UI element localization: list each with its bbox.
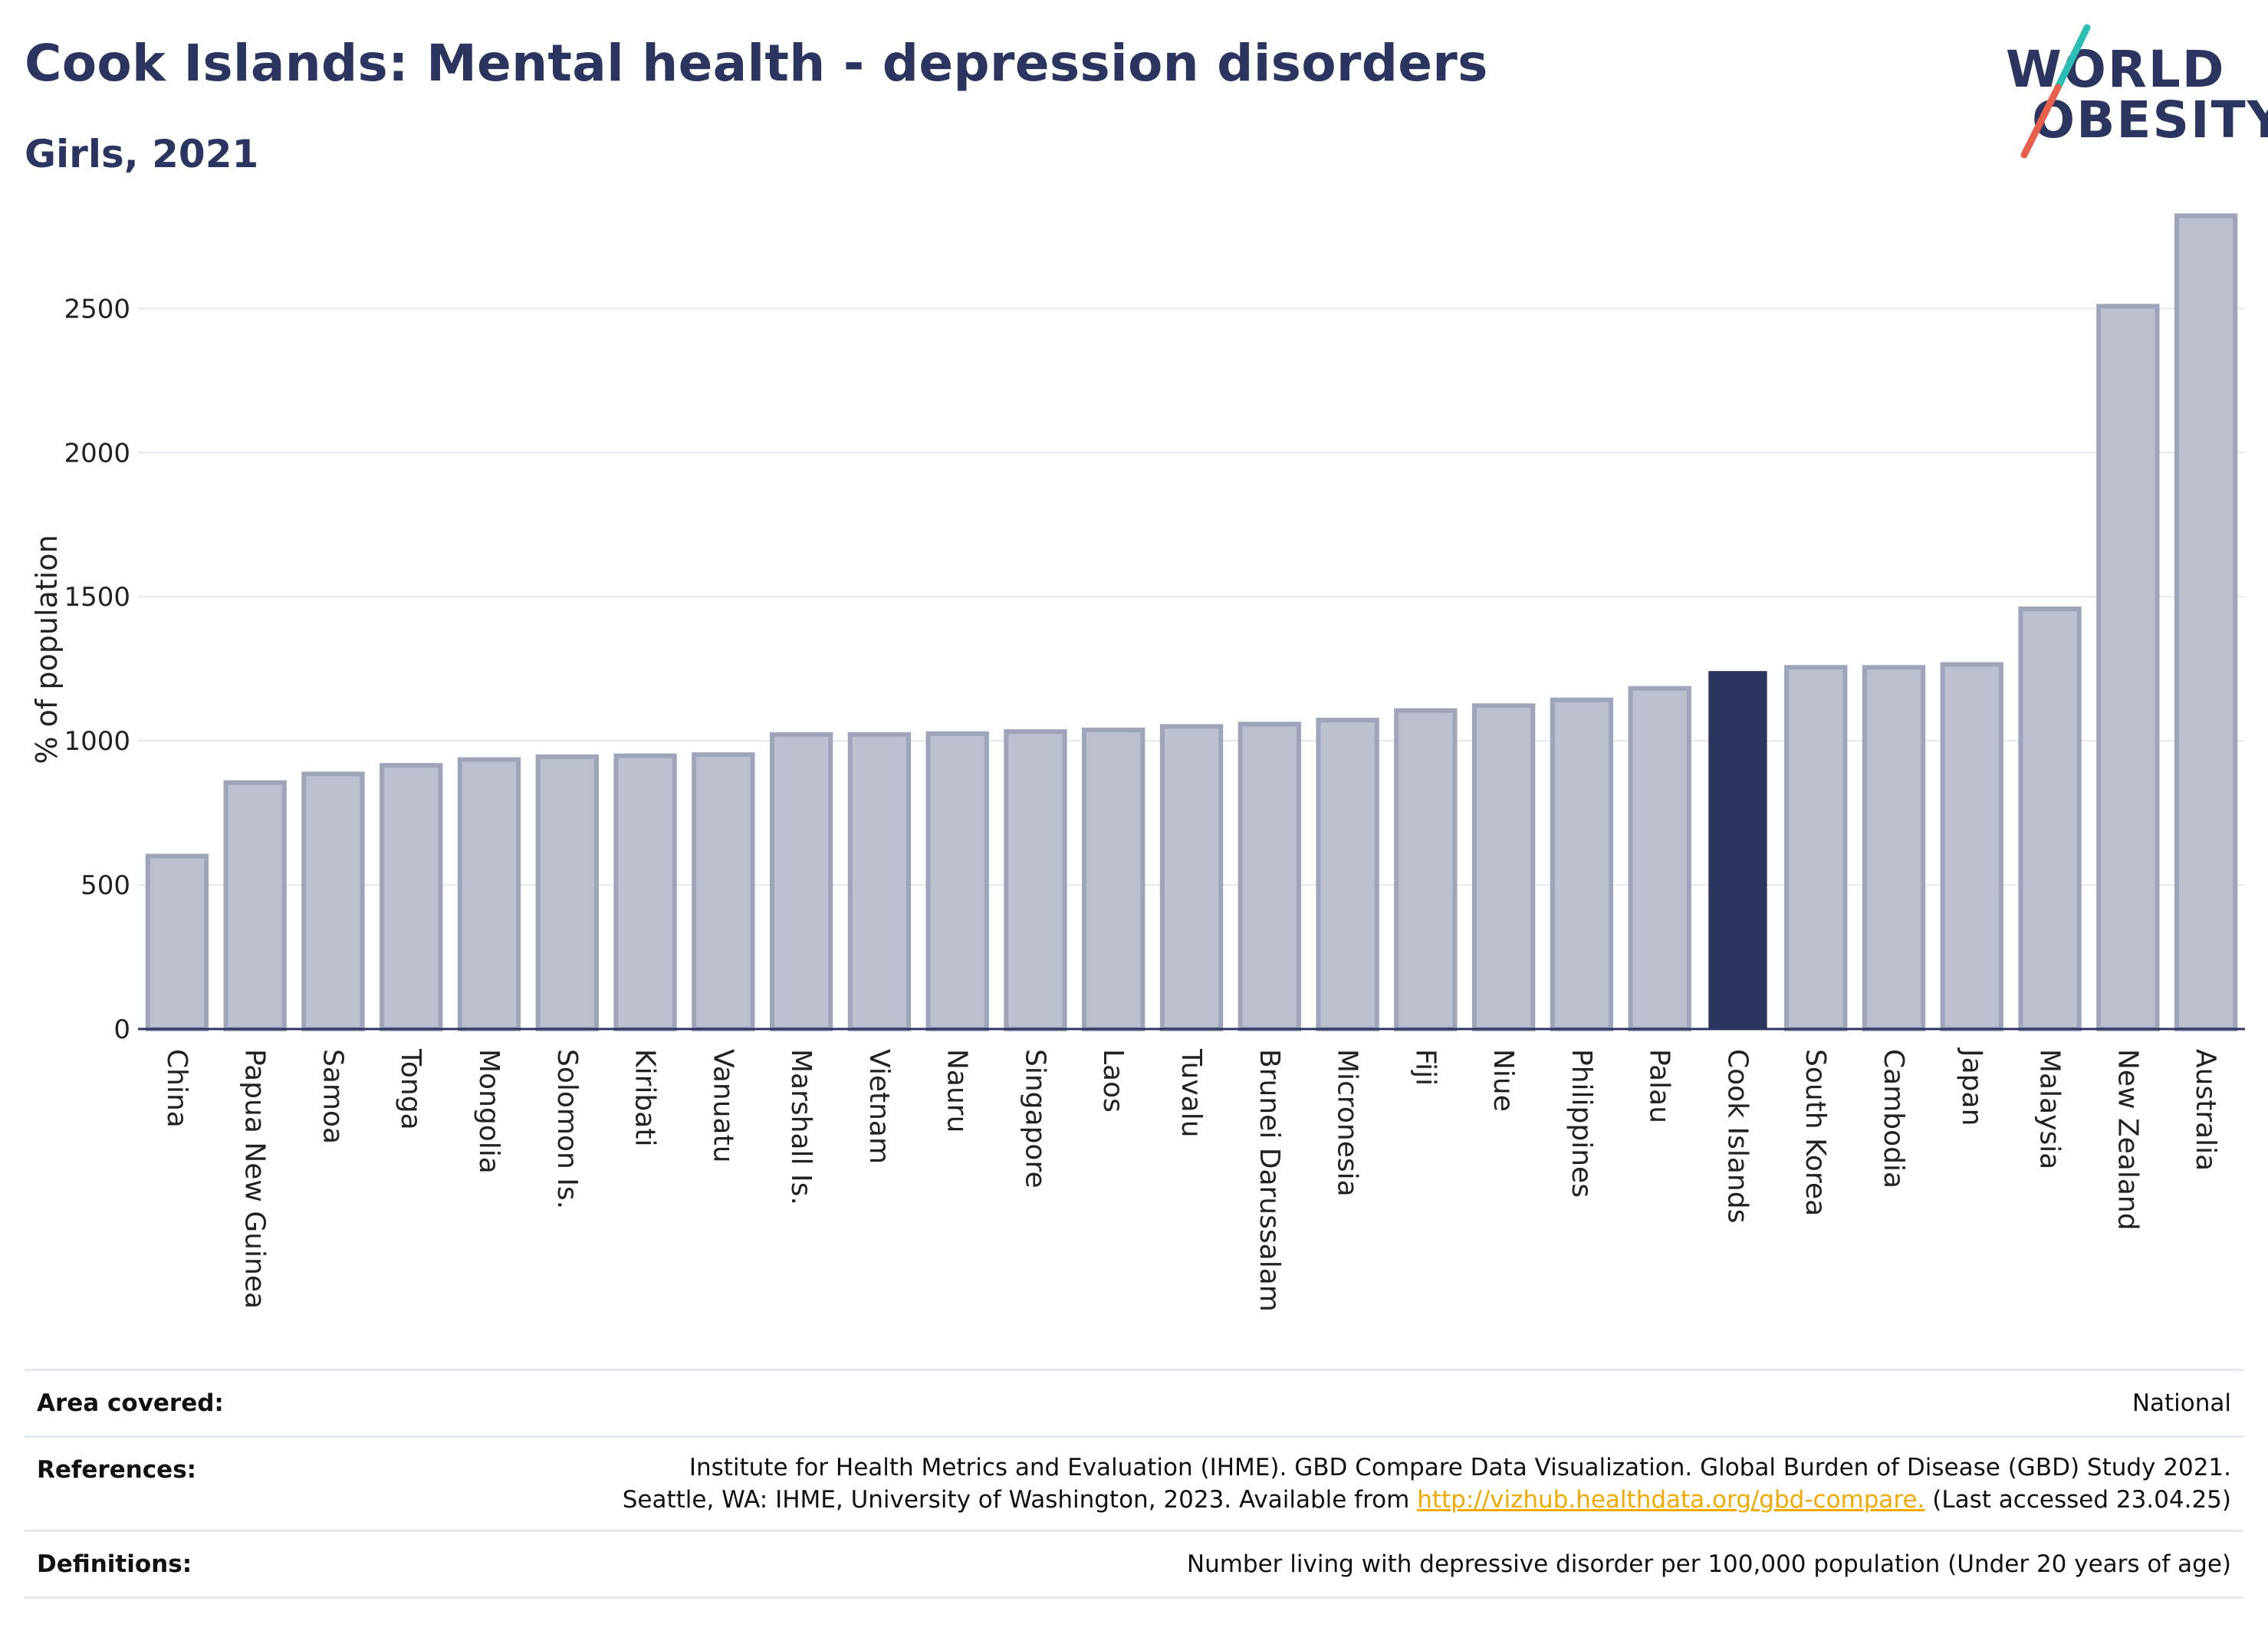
y-tick-label: 500 (81, 870, 130, 901)
x-tick-label: Australia (2190, 1049, 2221, 1171)
bar (1784, 665, 1848, 1031)
y-tick-label: 0 (113, 1014, 130, 1045)
x-tick-label: Brunei Darussalam (1254, 1049, 1285, 1312)
references-row: References: Institute for Health Metrics… (25, 1435, 2243, 1530)
bar (2174, 213, 2238, 1031)
bar (847, 732, 912, 1031)
x-tick-label: Nauru (942, 1049, 973, 1133)
x-tick-label: Solomon Is. (551, 1049, 583, 1209)
x-tick-label: Niue (1487, 1049, 1519, 1112)
logo-text-obesity: OBESITY (2032, 90, 2268, 150)
bar (1471, 703, 1536, 1032)
references-line-1: Institute for Health Metrics and Evaluat… (689, 1454, 2231, 1481)
bar (1394, 708, 1458, 1031)
definitions-row: Definitions: Number living with depressi… (25, 1530, 2243, 1599)
bar (1004, 729, 1067, 1031)
references-label: References: (37, 1456, 197, 1484)
y-tick-label: 1500 (64, 582, 130, 613)
y-tick-label: 2000 (64, 438, 130, 469)
y-tick-label: 2500 (64, 294, 130, 324)
logo-text-world: WORLD (2006, 40, 2226, 99)
bar (145, 853, 209, 1032)
x-tick-label: Cambodia (1878, 1049, 1909, 1189)
x-tick-label: Fiji (1409, 1049, 1441, 1086)
area-covered-row: Area covered: National (25, 1369, 2243, 1435)
x-tick-label: Japan (1956, 1047, 1987, 1126)
x-tick-label: South Korea (1800, 1049, 1831, 1216)
area-covered-label: Area covered: (37, 1389, 224, 1417)
chart-title: Cook Islands: Mental health - depression… (25, 34, 1488, 93)
bar (535, 754, 599, 1032)
x-tick-label: Tonga (395, 1048, 426, 1130)
x-tick-label: Vietnam (863, 1049, 895, 1164)
x-tick-label: Philippines (1566, 1049, 1597, 1198)
references-line-2: Seattle, WA: IHME, University of Washing… (623, 1484, 2231, 1516)
bar-highlight (1708, 671, 1767, 1029)
bar (1316, 718, 1379, 1031)
x-tick-label: Tuvalu (1175, 1048, 1207, 1138)
x-tick-label: Palau (1644, 1049, 1675, 1123)
bar (769, 732, 833, 1031)
bar (925, 731, 989, 1031)
x-tick-label: Micronesia (1332, 1049, 1363, 1197)
references-line-2-text: Seattle, WA: IHME, University of Washing… (622, 1486, 1418, 1514)
bar-chart: 0 500 1000 1500 2000 2500 % of population China… (30, 213, 2245, 1312)
chart-subtitle: Girls, 2021 (25, 132, 259, 176)
x-tick-label: Marshall Is. (785, 1049, 817, 1205)
bar (613, 753, 677, 1031)
bar (380, 763, 443, 1031)
world-obesity-logo: WORLD OBESITY (2001, 23, 2268, 161)
references-link[interactable]: http://vizhub.healthdata.org/gbd-compare… (1417, 1486, 1925, 1514)
bar (692, 752, 755, 1031)
bar (1238, 722, 1301, 1032)
bar (457, 757, 521, 1031)
definitions-value: Number living with depressive disorder p… (1186, 1550, 2231, 1578)
references-value: Institute for Health Metrics and Evaluat… (623, 1452, 2231, 1516)
logo-slash-icon (2020, 24, 2091, 159)
bar (223, 780, 287, 1031)
bar (1082, 727, 1146, 1031)
x-tick-label: Kiribati (629, 1049, 661, 1146)
y-tick-label: 1000 (64, 726, 130, 757)
bar (1862, 665, 1926, 1031)
x-tick-label: New Zealand (2112, 1049, 2143, 1231)
bar (1628, 685, 1691, 1031)
bar (2096, 304, 2160, 1031)
x-tick-label: Vanuatu (707, 1049, 738, 1163)
x-tick-label: Papua New Guinea (239, 1049, 271, 1309)
x-tick-label: Samoa (317, 1049, 348, 1144)
info-table: Area covered: National References: Insti… (25, 1369, 2243, 1599)
x-tick-label: Cook Islands (1721, 1049, 1753, 1223)
bar (1940, 662, 2003, 1031)
bar (1159, 724, 1224, 1032)
x-tick-label: Singapore (1019, 1049, 1050, 1189)
area-covered-value: National (2132, 1389, 2231, 1417)
references-accessed: (Last accessed 23.04.25) (1925, 1486, 2231, 1514)
y-axis-label: % of population (30, 534, 64, 764)
definitions-label: Definitions: (37, 1550, 192, 1578)
bar (2018, 606, 2082, 1031)
x-tick-label: Mongolia (473, 1049, 505, 1174)
x-tick-label: Laos (1097, 1049, 1129, 1113)
bar (1550, 697, 1614, 1031)
x-tick-label: China (161, 1049, 192, 1128)
bar (301, 771, 365, 1031)
x-tick-label: Malaysia (2034, 1049, 2066, 1169)
